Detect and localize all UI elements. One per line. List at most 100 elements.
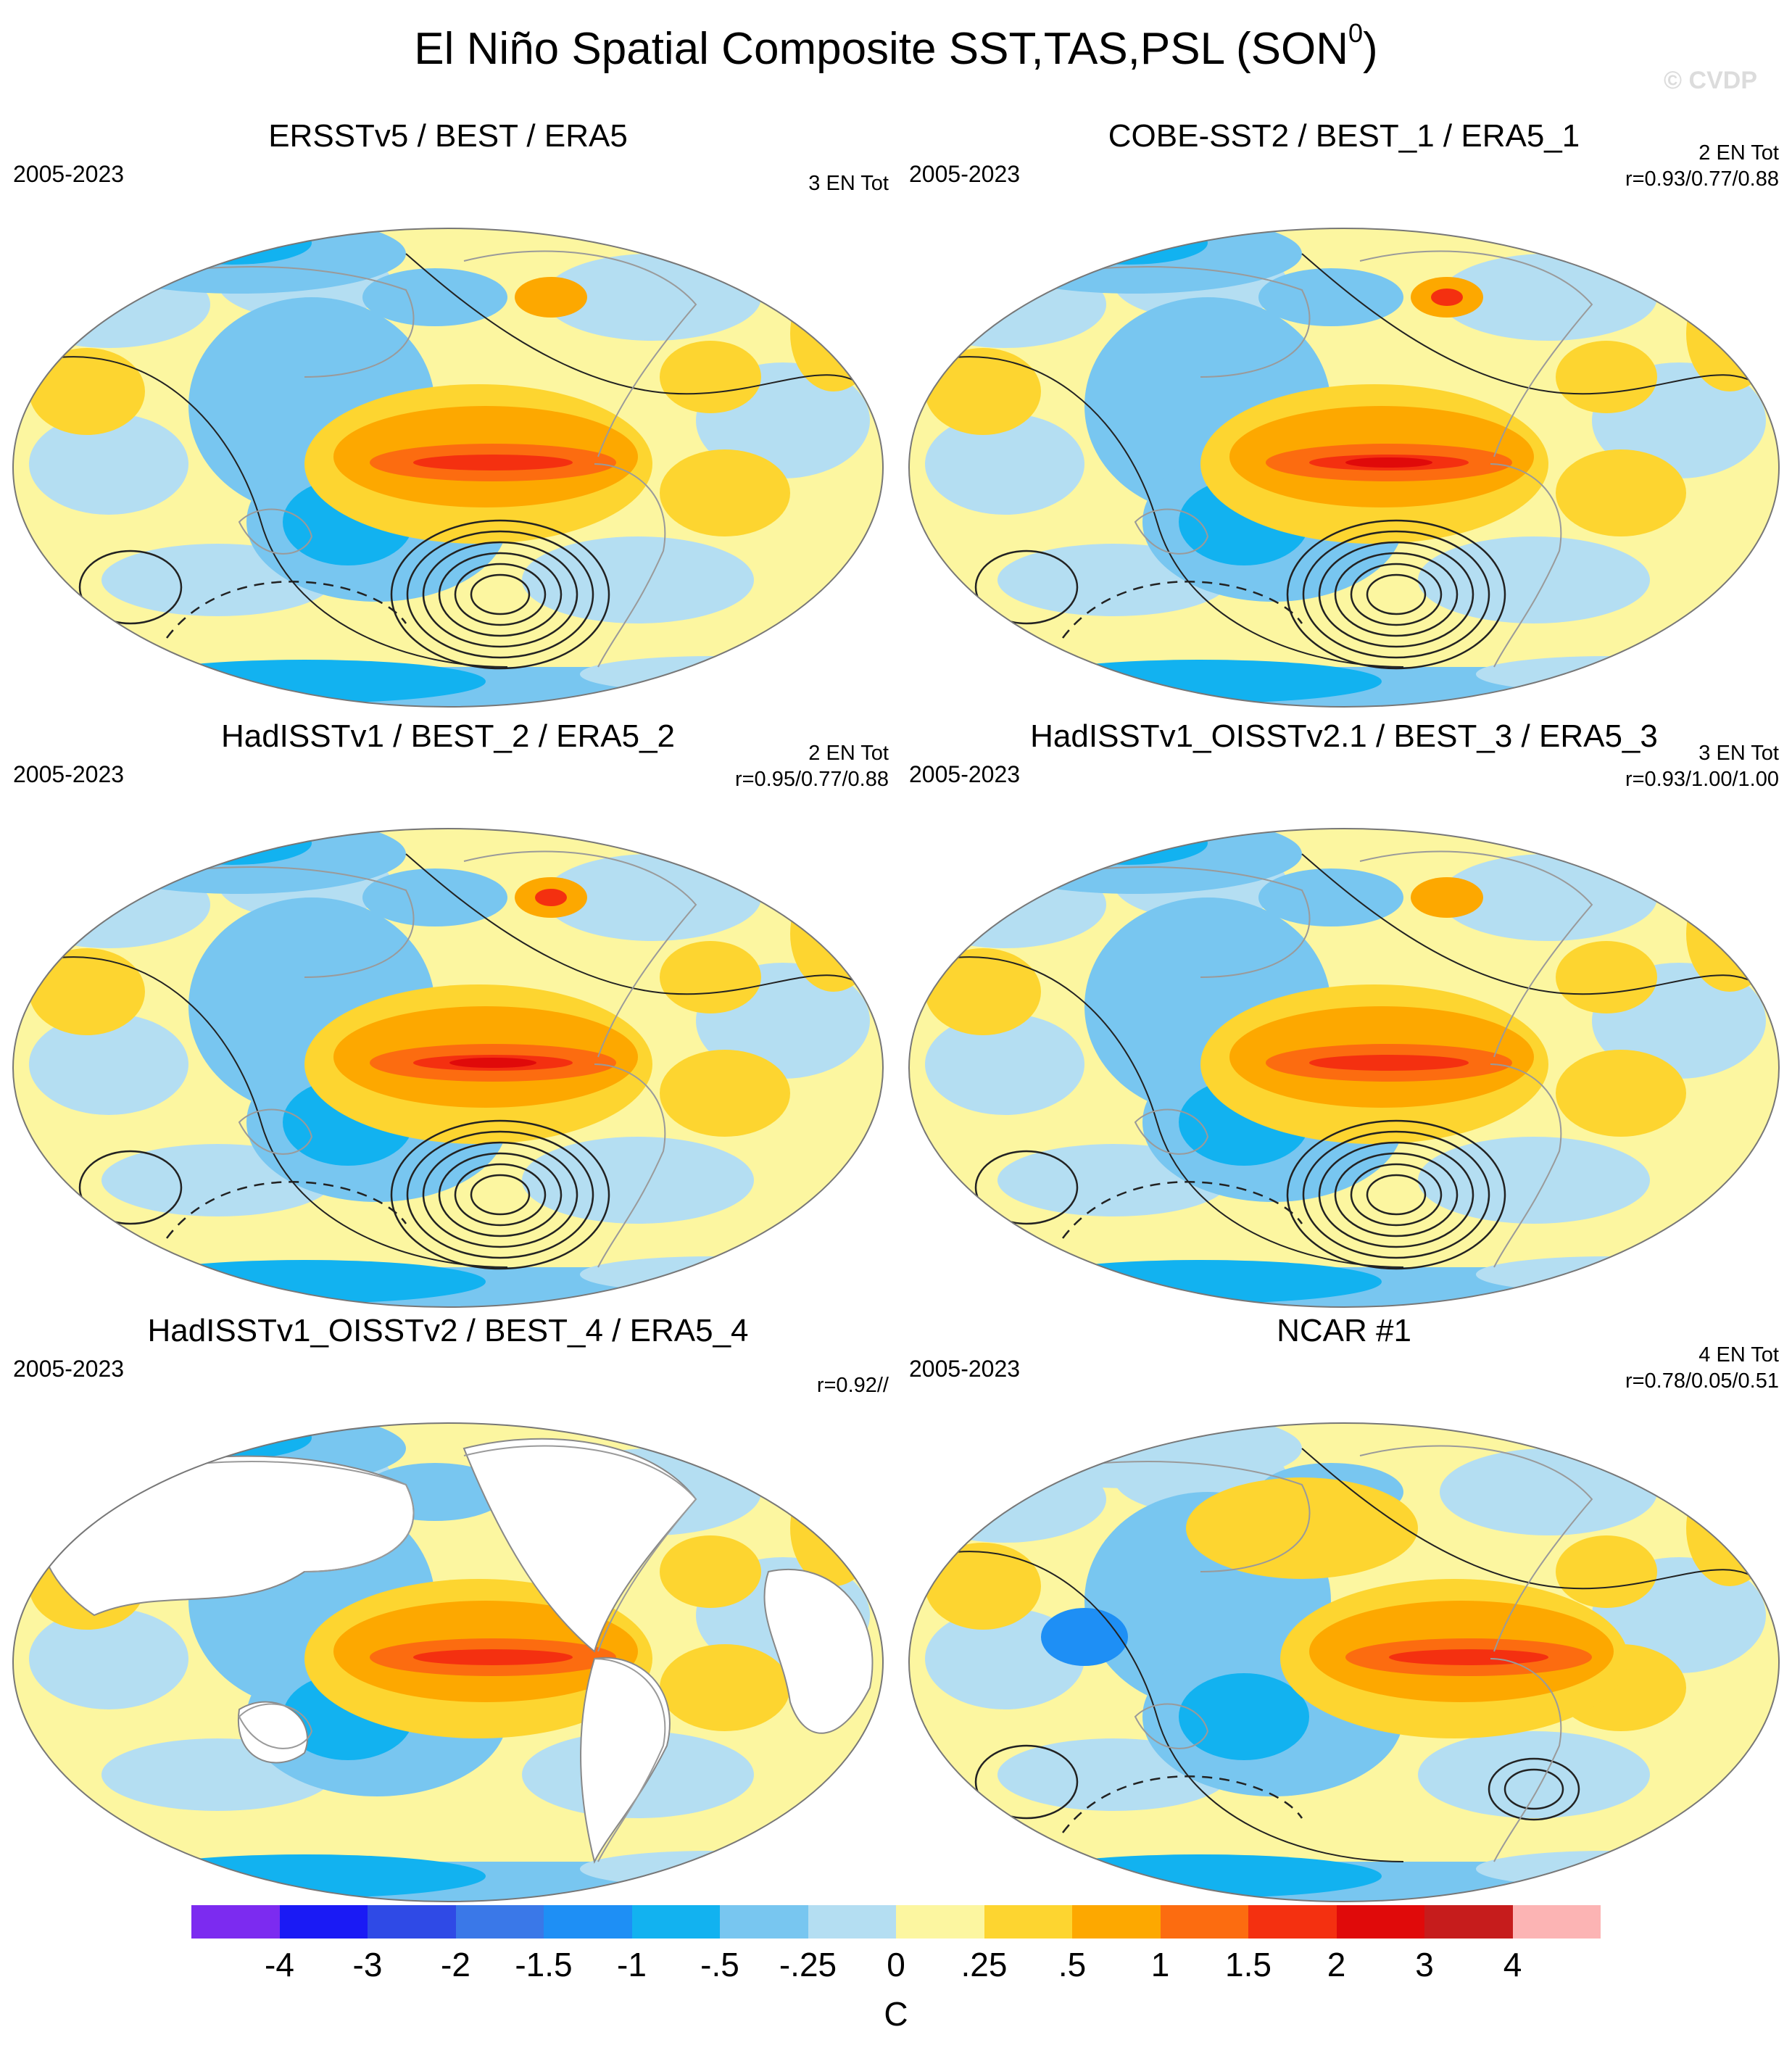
cold-anomaly [1099, 829, 1171, 851]
land-mask [462, 1438, 697, 1653]
panel-title: HadISSTv1_OISSTv2 / BEST_4 / ERA5_4 [147, 1313, 749, 1348]
map-outline [12, 228, 884, 708]
southern-ocean-anomaly [123, 1260, 486, 1303]
colorbar-swatch [1160, 1905, 1248, 1939]
southern-ocean-anomaly [1019, 1854, 1382, 1898]
map-field [13, 829, 883, 1307]
colorbar-swatch [631, 1905, 720, 1939]
warm-tongue [413, 1649, 573, 1665]
warm-tongue [449, 1058, 536, 1068]
psl-contour-ring [422, 1141, 578, 1248]
colorbar-swatch [368, 1905, 456, 1939]
colorbar-label: 1.5 [1225, 1946, 1272, 1983]
colorbar-label: -.5 [700, 1946, 739, 1983]
colorbar-label: 4 [1503, 1946, 1522, 1983]
map-canvas [12, 228, 884, 708]
map-panel-ersstv5: ERSSTv5 / BEST / ERA5 2005-2023 3 EN Tot [0, 116, 896, 710]
colorbar-swatch [279, 1905, 368, 1939]
psl-contour-ring [1366, 1174, 1427, 1216]
map-panel-hadisstv1-oisstv2-1: HadISSTv1_OISSTv2.1 / BEST_3 / ERA5_3 20… [896, 716, 1792, 1311]
southern-ocean-anomaly [123, 1854, 486, 1898]
panel-period: 2005-2023 [13, 161, 125, 187]
map-panel-hadisstv1-oisstv2: HadISSTv1_OISSTv2 / BEST_4 / ERA5_4 2005… [0, 1311, 896, 1905]
psl-contour-ring [438, 1152, 563, 1237]
colorbar-label: 3 [1415, 1946, 1434, 1983]
anomaly-patch [909, 861, 1106, 948]
anomaly-patch [925, 1013, 1084, 1115]
cold-anomaly [1099, 228, 1171, 251]
anomaly-patch [362, 268, 507, 326]
coastline-south-america [594, 1658, 666, 1862]
panel-period: 2005-2023 [909, 1356, 1021, 1382]
psl-contours [924, 1448, 1767, 1862]
cold-anomaly [152, 1423, 312, 1459]
psl-contour-ring [454, 563, 547, 626]
anomaly-patch [29, 1013, 188, 1115]
coastline-australia [1134, 508, 1209, 555]
warm-tongue [1389, 1649, 1548, 1665]
panel-title: COBE-SST2 / BEST_1 / ERA5_1 [1108, 118, 1580, 154]
anomaly-patch [1258, 268, 1403, 326]
cold-anomaly [1048, 1423, 1208, 1459]
colorbar-label: 0 [887, 1946, 905, 1983]
anomaly-patch [1418, 1137, 1650, 1224]
map-field [13, 1423, 883, 1902]
anomaly-patch [925, 948, 1041, 1035]
colorbar-label: .25 [961, 1946, 1008, 1983]
psl-contour-ring [470, 573, 531, 615]
psl-contour-ring [406, 530, 594, 659]
coastline-north-america [1359, 850, 1593, 1058]
colorbar-swatch [720, 1905, 808, 1939]
anomaly-patch [660, 941, 761, 1013]
anomaly-patch [790, 1470, 877, 1586]
colorbar-swatch [808, 1905, 896, 1939]
coastline-south-america [1490, 1063, 1562, 1268]
map-canvas [908, 828, 1780, 1308]
coastline-south-america [1490, 463, 1562, 668]
land-mask [763, 1568, 874, 1734]
anomaly-patch [660, 1050, 790, 1137]
cold-anomaly [72, 228, 406, 294]
cold-anomaly [72, 829, 406, 894]
panel-period: 2005-2023 [13, 1356, 125, 1382]
colorbar-swatch [1248, 1905, 1337, 1939]
anomaly-patch [522, 1137, 754, 1224]
anomaly-patch [925, 413, 1084, 515]
psl-contour-ring [422, 541, 578, 648]
anomaly-patch [1686, 1470, 1773, 1586]
warm-tongue [413, 455, 573, 470]
anomaly-patch [1258, 868, 1403, 926]
panel-event-count: 3 EN Tot [1698, 742, 1779, 765]
map-field [909, 1423, 1779, 1902]
psl-contour-negative [166, 1181, 407, 1239]
psl-contour-ring [1302, 1130, 1490, 1259]
map-canvas [908, 228, 1780, 708]
cold-anomaly [203, 1423, 275, 1446]
psl-contours [924, 853, 1767, 1270]
cold-anomaly [968, 228, 1302, 294]
psl-contour-line [924, 1551, 1404, 1862]
psl-contour-ring [1350, 1163, 1443, 1227]
coastline-south-america [1490, 1658, 1562, 1862]
colorbar-label: -3 [352, 1946, 383, 1983]
colorbar-swatch [455, 1905, 544, 1939]
map-panel-ncar-1: NCAR #1 2005-2023 4 EN Tot r=0.78/0.05/0… [896, 1311, 1792, 1905]
anomaly-patch [1418, 1731, 1650, 1818]
anomaly-patch [909, 1456, 1106, 1543]
anomaly-patch [1556, 1050, 1686, 1137]
panel-period: 2005-2023 [13, 761, 125, 787]
psl-contour-line [28, 356, 508, 668]
map-canvas [12, 1422, 884, 1902]
anomaly-patch [1686, 275, 1773, 391]
map-outline [908, 228, 1780, 708]
psl-contour-ring [470, 1174, 531, 1216]
anomaly-patch [925, 1543, 1041, 1630]
psl-contour-ring [78, 550, 183, 625]
cold-anomaly [152, 829, 312, 865]
cool-horseshoe [1179, 1673, 1309, 1760]
psl-contour-ring [1503, 1768, 1564, 1810]
psl-contour-line [405, 253, 871, 395]
panel-title: NCAR #1 [1277, 1313, 1411, 1348]
land-mask [580, 1657, 671, 1864]
colorbar-labels: -4 -3 -2 -1.5 -1 -.5 -.25 0 .25 .5 1 1.5 2 3 4 [191, 1943, 1601, 1986]
